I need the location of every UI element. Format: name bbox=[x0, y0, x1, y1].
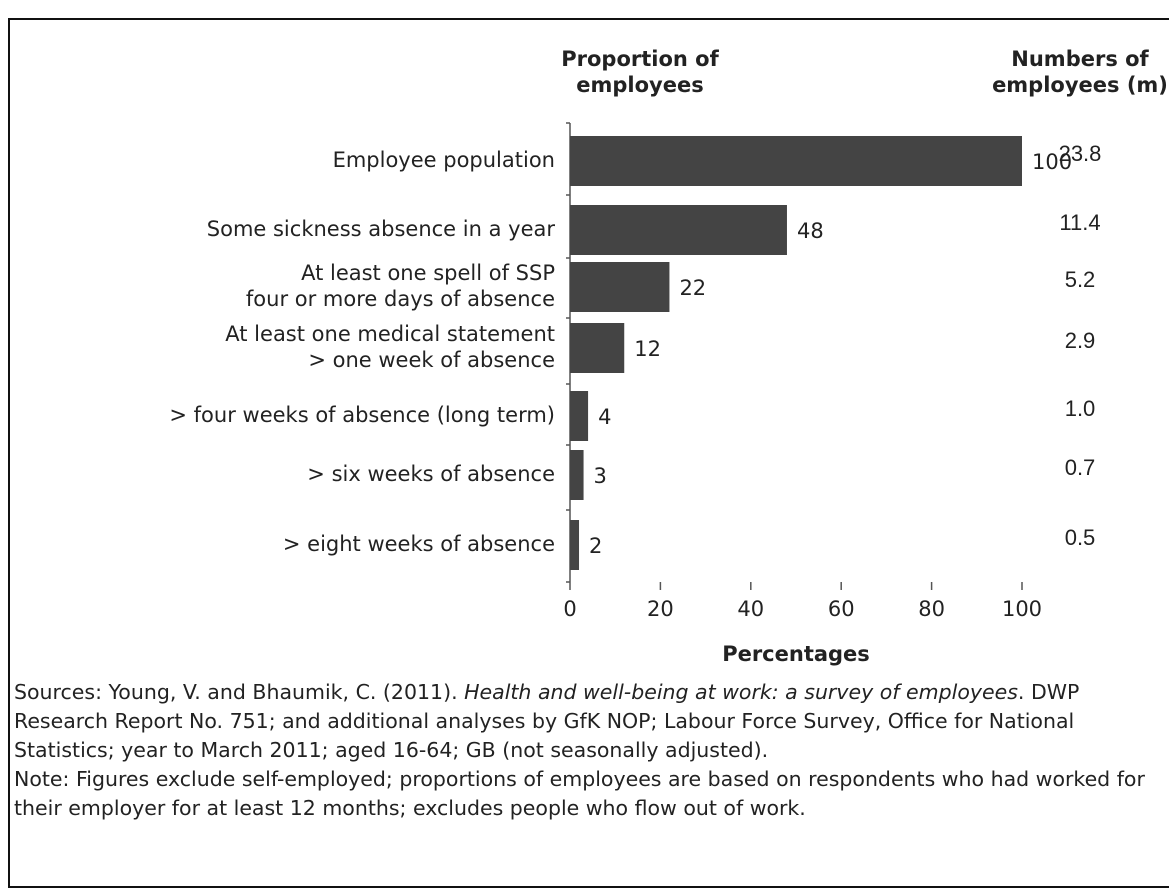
employee-number: 2.9 bbox=[1065, 328, 1096, 353]
value-label: 3 bbox=[594, 464, 607, 488]
sources: Sources: Young, V. and Bhaumik, C. (2011… bbox=[14, 678, 1164, 765]
y-tick-label: > six weeks of absence bbox=[307, 462, 555, 486]
value-label: 22 bbox=[679, 276, 706, 300]
sources-title: Health and well-being at work: a survey … bbox=[464, 680, 1018, 704]
value-label: 100 bbox=[1032, 150, 1072, 174]
employee-number: 1.0 bbox=[1065, 396, 1096, 421]
y-tick-label: At least one medical statement > one week… bbox=[225, 322, 555, 372]
employee-number: 23.8 bbox=[1059, 141, 1102, 166]
employee-number: 11.4 bbox=[1059, 210, 1100, 235]
bar bbox=[570, 323, 625, 373]
sources-text: . DWP Research Report No. 751; and addit… bbox=[14, 680, 1080, 762]
value-label: 12 bbox=[634, 337, 661, 361]
employee-number: 5.2 bbox=[1065, 267, 1096, 292]
bar bbox=[570, 205, 787, 255]
value-label: 48 bbox=[797, 219, 824, 243]
note: Note: Figures exclude self-employed; pro… bbox=[14, 767, 1145, 820]
employee-number: 0.7 bbox=[1065, 455, 1096, 480]
numbers-header: Numbers of employees (m) bbox=[992, 47, 1168, 97]
x-tick-label: 40 bbox=[737, 597, 764, 621]
value-label: 4 bbox=[598, 405, 611, 429]
bar bbox=[570, 262, 670, 312]
x-tick-label: 60 bbox=[828, 597, 855, 621]
bar bbox=[570, 450, 584, 500]
bar bbox=[570, 136, 1022, 186]
employee-number: 0.5 bbox=[1065, 525, 1096, 550]
footnotes: Sources: Young, V. and Bhaumik, C. (2011… bbox=[14, 678, 1164, 823]
y-tick-label: > four weeks of absence (long term) bbox=[169, 403, 555, 427]
value-label: 2 bbox=[589, 534, 602, 558]
x-tick-label: 100 bbox=[1002, 597, 1042, 621]
chart-title: Proportion of employees bbox=[561, 47, 719, 97]
x-tick-label: 80 bbox=[918, 597, 945, 621]
x-tick-label: 0 bbox=[563, 597, 576, 621]
y-tick-label: > eight weeks of absence bbox=[283, 532, 555, 556]
bar bbox=[570, 520, 580, 570]
y-tick-label: Employee population bbox=[333, 148, 555, 172]
x-tick-label: 20 bbox=[647, 597, 674, 621]
chart: Proportion of employees Numbers of employe… bbox=[169, 47, 1168, 666]
y-tick-label: Some sickness absence in a year bbox=[207, 217, 556, 241]
sources-text: Sources: Young, V. and Bhaumik, C. (2011… bbox=[14, 680, 465, 704]
bar bbox=[570, 391, 589, 441]
y-tick-label: At least one spell of SSP four or more da… bbox=[246, 261, 555, 311]
x-axis-label: Percentages bbox=[722, 642, 870, 666]
